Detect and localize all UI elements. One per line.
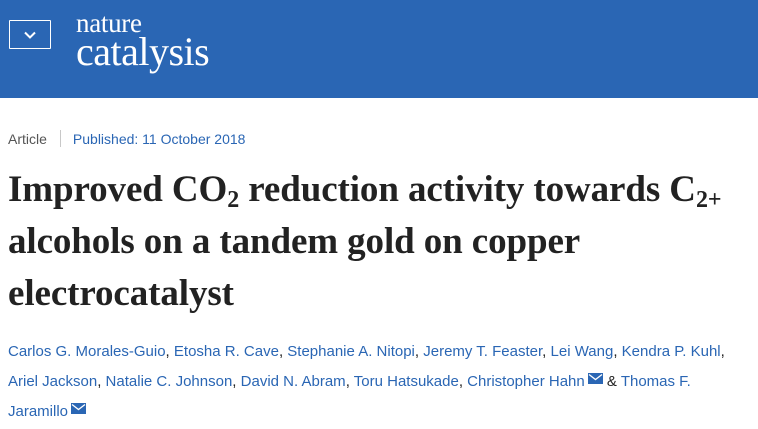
author-link[interactable]: Christopher Hahn bbox=[467, 373, 585, 390]
logo-line-catalysis: catalysis bbox=[76, 29, 210, 74]
author-link[interactable]: Thomas F. Jaramillo bbox=[8, 373, 691, 420]
logo-line-nature: nature bbox=[76, 8, 142, 38]
author-separator: & bbox=[602, 373, 621, 390]
author-separator: , bbox=[458, 373, 468, 390]
author-link[interactable]: David N. Abram bbox=[240, 373, 346, 390]
author-separator: , bbox=[613, 343, 622, 360]
author-separator: , bbox=[232, 373, 241, 390]
author-link[interactable]: Jeremy T. Feaster bbox=[423, 343, 543, 360]
author-list: Carlos G. Morales-Guio, Etosha R. Cave, … bbox=[8, 337, 753, 427]
author-link[interactable]: Ariel Jackson bbox=[8, 373, 98, 390]
author-separator: , bbox=[97, 373, 106, 390]
article-title: Improved CO2 reduction activity towards … bbox=[8, 169, 722, 314]
author-separator: , bbox=[542, 343, 551, 360]
author-link[interactable]: Kendra P. Kuhl bbox=[621, 343, 721, 360]
menu-toggle-button[interactable] bbox=[9, 20, 51, 49]
author-separator: , bbox=[345, 373, 354, 390]
author-separator: , bbox=[165, 343, 174, 360]
author-separator: , bbox=[414, 343, 424, 360]
article-type: Article bbox=[8, 130, 47, 147]
author-link[interactable]: Lei Wang bbox=[550, 343, 614, 360]
journal-logo[interactable]: nature catalysis bbox=[76, 8, 210, 74]
author-link[interactable]: Toru Hatsukade bbox=[353, 373, 459, 390]
author-link[interactable]: Natalie C. Johnson bbox=[105, 373, 233, 390]
author-separator: , bbox=[720, 343, 725, 360]
article-meta: Article Published: 11 October 2018 bbox=[8, 130, 245, 147]
published-date: Published: 11 October 2018 bbox=[72, 130, 246, 147]
author-separator: , bbox=[278, 343, 288, 360]
chevron-down-icon bbox=[24, 31, 36, 39]
email-icon[interactable] bbox=[71, 403, 87, 414]
author-link[interactable]: Carlos G. Morales-Guio bbox=[8, 343, 166, 360]
email-icon[interactable] bbox=[587, 373, 603, 384]
site-header: nature catalysis bbox=[0, 0, 758, 98]
meta-divider bbox=[59, 130, 61, 147]
author-link[interactable]: Etosha R. Cave bbox=[173, 343, 279, 360]
author-link[interactable]: Stephanie A. Nitopi bbox=[287, 343, 415, 360]
